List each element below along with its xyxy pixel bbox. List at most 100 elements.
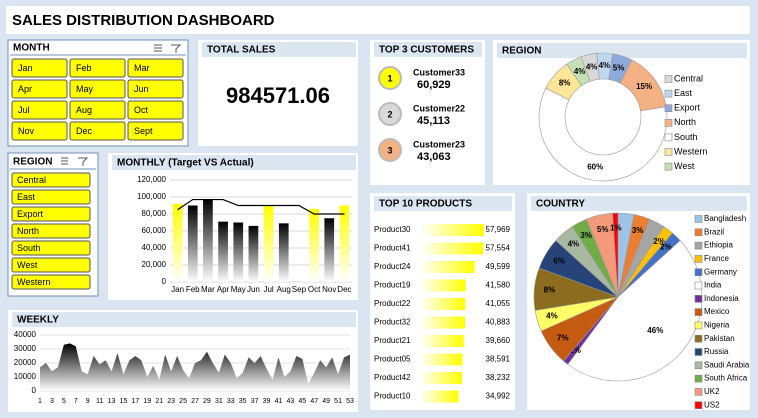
panel — [198, 40, 358, 146]
dashboard-title: SALES DISTRIBUTION DASHBOARD — [12, 12, 275, 29]
slice-label: 2% — [660, 243, 672, 252]
panel-title: WEEKLY — [17, 315, 59, 326]
product-name: Product19 — [374, 281, 411, 290]
legend-label: South Africa — [704, 374, 748, 383]
product-sales: 49,599 — [486, 262, 511, 271]
slice — [567, 240, 703, 382]
x-tick-label: Jan — [171, 285, 184, 294]
y-tick-label: 10000 — [14, 372, 37, 381]
slicer-button-label: East — [17, 192, 36, 202]
product-name: Product05 — [374, 355, 411, 364]
y-tick-label: 30000 — [14, 344, 37, 353]
panel-header — [497, 43, 747, 58]
legend-label: Russia — [704, 347, 729, 356]
x-tick-label: 15 — [120, 398, 128, 405]
legend-label: US2 — [704, 400, 720, 409]
legend-label: Nigeria — [704, 321, 730, 330]
x-tick-label: 3 — [50, 398, 54, 405]
slice — [612, 212, 619, 298]
legend-swatch — [664, 89, 673, 98]
slicer-button[interactable] — [11, 223, 91, 239]
product-name: Product24 — [374, 262, 411, 271]
legend-label: Ethiopia — [704, 241, 733, 250]
x-tick-label: 45 — [298, 398, 306, 405]
x-tick-label: 7 — [74, 398, 78, 405]
slice-label: 5% — [597, 225, 609, 234]
x-tick-label: 9 — [86, 398, 90, 405]
slice-label: 5% — [613, 64, 625, 73]
panel-header — [374, 42, 482, 57]
data-bar — [420, 279, 466, 292]
x-tick-label: 27 — [191, 398, 199, 405]
slice-label: 6% — [553, 256, 565, 265]
panel-title: TOP 10 PRODUCTS — [379, 199, 472, 210]
slice-label: 15% — [636, 82, 652, 91]
slice-label: 3% — [632, 226, 644, 235]
slicer-button[interactable] — [11, 79, 68, 99]
slice-label: 2% — [653, 237, 665, 246]
x-tick-label: Feb — [186, 285, 200, 294]
slicer-button[interactable] — [11, 274, 91, 290]
x-tick-label: Jul — [263, 285, 273, 294]
slicer-button[interactable] — [69, 121, 126, 141]
y-tick-label: 60,000 — [142, 226, 167, 235]
x-tick-label: 31 — [215, 398, 223, 405]
legend-label: North — [674, 117, 696, 127]
slicer-button[interactable] — [69, 79, 126, 99]
slicer-button-label: Oct — [134, 105, 149, 115]
slicer-header: REGION — [13, 157, 52, 168]
data-bar — [420, 353, 463, 366]
slicer-button[interactable] — [11, 240, 91, 256]
legend-label: Mexico — [704, 307, 730, 316]
slicer-button[interactable] — [69, 58, 126, 78]
slicer-button[interactable] — [127, 79, 184, 99]
legend-label: Export — [674, 103, 701, 113]
product-sales: 34,992 — [486, 392, 511, 401]
slicer-button[interactable] — [11, 100, 68, 120]
legend-swatch — [664, 75, 673, 83]
legend-swatch — [694, 374, 703, 383]
slicer-button-label: Jun — [134, 84, 149, 94]
slicer-button[interactable] — [11, 206, 91, 222]
x-tick-label: 21 — [155, 398, 163, 405]
target-line — [177, 198, 345, 215]
slicer-button[interactable] — [127, 58, 184, 78]
slicer-button[interactable] — [69, 100, 126, 120]
slicer-button[interactable] — [11, 58, 68, 78]
rank-number: 2 — [387, 109, 392, 119]
x-tick-label: 47 — [310, 398, 318, 405]
slicer-button[interactable] — [11, 172, 91, 188]
legend-swatch — [694, 401, 703, 410]
customer-sales: 45,113 — [417, 115, 450, 127]
data-bar — [420, 316, 465, 329]
legend-swatch — [694, 388, 703, 396]
slicer-button[interactable] — [11, 189, 91, 205]
bar — [278, 223, 289, 282]
slicer-header: MONTH — [13, 43, 50, 54]
customer-name: Customer23 — [413, 139, 465, 149]
slicer-button[interactable] — [11, 121, 68, 141]
legend-swatch — [664, 133, 673, 142]
slicer-button[interactable] — [127, 121, 184, 141]
area — [40, 343, 350, 391]
legend-label: Pakistan — [704, 334, 735, 343]
legend-label: South — [674, 132, 698, 142]
slicer-button-label: May — [76, 84, 94, 94]
panel-header — [202, 42, 356, 57]
legend-label: France — [704, 254, 729, 263]
x-tick-label: 23 — [167, 398, 175, 405]
y-tick-label: 40,000 — [142, 243, 167, 252]
x-tick-label: Apr — [217, 285, 230, 294]
slicer-button-label: Aug — [76, 105, 92, 115]
slice-label: 7% — [557, 333, 569, 342]
x-tick-label: 43 — [286, 398, 294, 405]
product-sales: 57,554 — [486, 244, 511, 253]
legend-swatch — [694, 294, 703, 303]
y-tick-label: 80,000 — [142, 209, 167, 218]
panel-header — [531, 196, 747, 211]
slice-label: 1% — [569, 346, 581, 355]
slicer-button[interactable] — [11, 257, 91, 273]
slicer-button[interactable] — [127, 100, 184, 120]
legend-label: West — [674, 161, 695, 171]
